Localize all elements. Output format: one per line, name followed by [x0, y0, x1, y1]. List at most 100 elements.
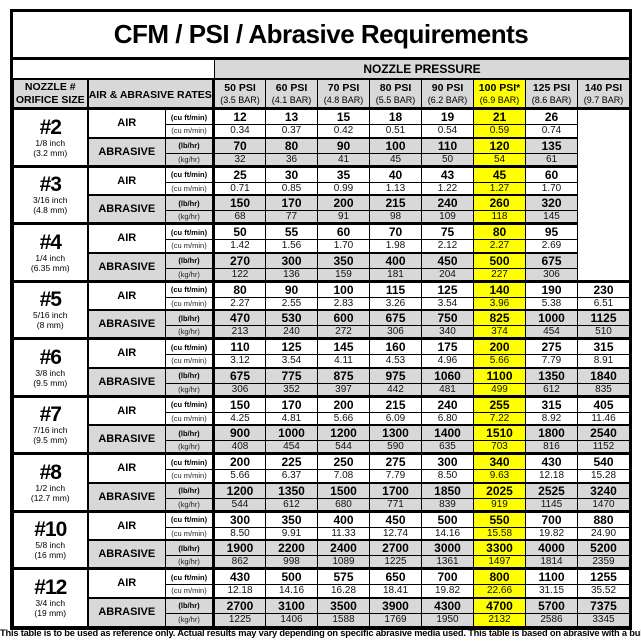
value-cell: 110: [213, 337, 266, 355]
empty-cell: [577, 107, 630, 282]
value-cell: 200: [317, 394, 370, 413]
value-cell: 550: [473, 509, 526, 528]
value-cell: 1350: [525, 366, 578, 384]
value-cell: 880: [577, 509, 630, 528]
table-row: #6 3/8 inch (9.5 mm) AIR (cu ft/min) 110 125 1…: [13, 337, 630, 397]
value-cell: 14.16: [421, 526, 474, 541]
value-cell: 7.22: [473, 411, 526, 426]
value-cell: 1225: [213, 612, 266, 627]
nozzle-pressure-band: NOZZLE PRESSURE: [13, 60, 629, 79]
pressure-column-header: 125 PSI (8.6 BAR): [525, 79, 578, 109]
value-cell: 1100: [525, 567, 578, 585]
unit-label: (kg/hr): [165, 267, 215, 282]
nozzle-label: #3 3/16 inch (4.8 mm): [13, 164, 89, 224]
value-cell: 3345: [577, 612, 630, 627]
value-cell: 5.66: [473, 354, 526, 368]
value-cell: 1100: [473, 366, 526, 384]
nozzle-label: #8 1/2 inch (12.7 mm): [13, 452, 89, 512]
value-cell: 15.58: [473, 526, 526, 541]
value-cell: 12: [213, 107, 266, 125]
unit-label: (cu m/min): [165, 354, 215, 368]
value-cell: 0.37: [265, 124, 318, 138]
value-cell: 8.50: [213, 526, 266, 541]
column-header-row: NOZZLE # ORIFICE SIZE AIR & ABRASIVE RATE…: [13, 79, 630, 109]
value-cell: 998: [265, 555, 318, 569]
unit-label: (cu m/min): [165, 526, 215, 541]
value-cell: 136: [265, 267, 318, 282]
unit-label: (cu m/min): [165, 296, 215, 311]
value-cell: 11.33: [317, 526, 370, 541]
value-cell: 0.71: [213, 181, 266, 196]
value-cell: 1950: [421, 612, 474, 627]
nozzle-label: #2 1/8 inch (3.2 mm): [13, 107, 89, 167]
value-cell: 2700: [213, 596, 266, 614]
value-cell: 2.27: [213, 296, 266, 311]
value-cell: 15: [317, 107, 370, 125]
value-cell: 1.13: [369, 181, 422, 196]
nozzle-pressure-label: NOZZLE PRESSURE: [215, 60, 629, 78]
value-cell: 9.91: [265, 526, 318, 541]
value-cell: 442: [369, 382, 422, 397]
value-cell: 7.79: [525, 354, 578, 368]
value-cell: 500: [473, 251, 526, 269]
value-cell: 45: [369, 152, 422, 167]
unit-label: (lb/hr): [165, 309, 215, 326]
air-row-label: AIR: [87, 452, 166, 483]
value-cell: 575: [317, 567, 370, 585]
unit-label: (kg/hr): [165, 440, 215, 454]
value-cell: 1152: [577, 440, 630, 454]
unit-label: (cu m/min): [165, 181, 215, 196]
value-cell: 481: [421, 382, 474, 397]
value-cell: 6.37: [265, 469, 318, 483]
value-cell: 0.59: [473, 124, 526, 138]
value-cell: 1089: [317, 555, 370, 569]
table-row: (kg/hr) 306 352 397 442 481 499 612 835: [14, 382, 630, 397]
value-cell: 36: [265, 152, 318, 167]
value-cell: 499: [473, 382, 526, 397]
value-cell: 80: [213, 279, 266, 298]
unit-label: (cu ft/min): [165, 452, 215, 470]
value-cell: 3900: [369, 596, 422, 614]
unit-label: (cu m/min): [165, 411, 215, 426]
value-cell: 835: [577, 382, 630, 397]
value-cell: 24.90: [577, 526, 630, 541]
air-row-label: AIR: [87, 567, 166, 598]
value-cell: 1.42: [213, 239, 266, 253]
table-row: (cu m/min) 3.12 3.54 4.11 4.53 4.96 5.66 7.79 8.…: [14, 354, 630, 368]
value-cell: 2.83: [317, 296, 370, 311]
unit-label: (kg/hr): [165, 210, 215, 224]
value-cell: 1361: [421, 555, 474, 569]
value-cell: 0.54: [421, 124, 474, 138]
value-cell: 3.96: [473, 296, 526, 311]
value-cell: 145: [525, 210, 578, 224]
value-cell: 4700: [473, 596, 526, 614]
value-cell: 2525: [525, 481, 578, 499]
table-row: (cu m/min) 4.25 4.81 5.66 6.09 6.80 7.22 8.92 11…: [14, 411, 630, 426]
value-cell: 5.38: [525, 296, 578, 311]
value-cell: 175: [421, 337, 474, 355]
value-cell: 118: [473, 210, 526, 224]
value-cell: 61: [525, 152, 578, 167]
value-cell: 470: [213, 309, 266, 326]
value-cell: 975: [369, 366, 422, 384]
value-cell: 0.74: [525, 124, 578, 138]
value-cell: 400: [317, 509, 370, 528]
table-row: #3 3/16 inch (4.8 mm) AIR (cu ft/min) 25 30 35…: [13, 164, 630, 224]
abrasive-row-label: ABRASIVE: [87, 136, 166, 167]
value-cell: 16.28: [317, 584, 370, 598]
value-cell: 12.18: [525, 469, 578, 483]
value-cell: 1850: [421, 481, 474, 499]
table-row: ABRASIVE (lb/hr) 1200 1350 1500 1700 1850 2025 2…: [14, 481, 630, 512]
value-cell: 750: [421, 309, 474, 326]
value-cell: 9.63: [473, 469, 526, 483]
value-cell: 1.98: [369, 239, 422, 253]
value-cell: 1900: [213, 539, 266, 556]
table-row: ABRASIVE (lb/hr) 70 80 90 100 110 120 135: [14, 136, 630, 167]
value-cell: 675: [369, 309, 422, 326]
value-cell: 700: [525, 509, 578, 528]
value-cell: 95: [525, 222, 578, 240]
value-cell: 3.54: [265, 354, 318, 368]
value-cell: 125: [421, 279, 474, 298]
unit-label: (kg/hr): [165, 382, 215, 397]
